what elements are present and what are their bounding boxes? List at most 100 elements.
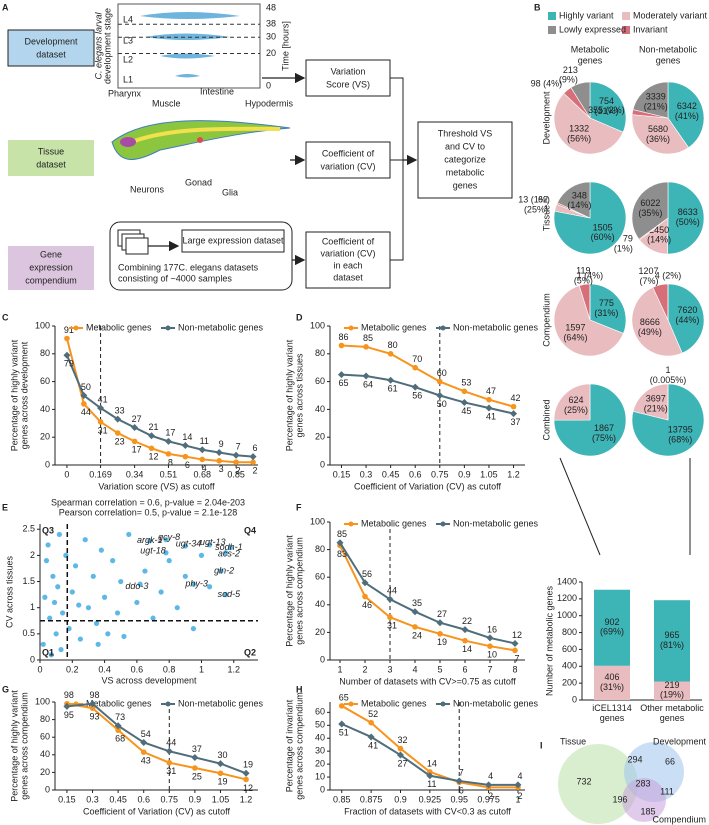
pie-label: 1505 (60%) [591, 223, 615, 243]
data-label: 47 [486, 386, 496, 396]
point [89, 705, 96, 711]
legend-label: Metabolic genes [361, 518, 427, 528]
y-axis-label: genes across compendium [294, 537, 304, 645]
point [243, 776, 249, 783]
data-label: 4 [517, 771, 522, 781]
pie-slice [553, 285, 624, 357]
series-line [66, 702, 247, 775]
point [510, 403, 517, 410]
pie-label: 8666 (49%) [638, 317, 662, 337]
y-tick-label: 600 [562, 644, 577, 654]
point [150, 615, 156, 621]
data-label: 68 [115, 734, 125, 744]
box-text: dataset [36, 49, 66, 59]
y-axis-label: Percentage of highly variant [9, 690, 19, 802]
gene-label: phy-3 [184, 579, 208, 589]
point [199, 456, 206, 463]
data-label: 12 [512, 630, 522, 640]
panel-label: B [534, 2, 541, 12]
y-tick-label: 100 [35, 696, 50, 706]
point [510, 410, 518, 418]
point [63, 351, 71, 359]
bar-segment [594, 589, 630, 666]
dataset-icon [125, 237, 149, 255]
gene-label: ugt-34 [176, 538, 202, 548]
data-label: 86 [338, 332, 348, 342]
x-tick-label: 1.2 [228, 664, 241, 674]
x-tick-label: 0 [64, 469, 69, 479]
y-tick-label: 0 [45, 784, 50, 794]
data-label: 9 [219, 439, 224, 449]
x-tick-label: 0.75 [161, 794, 179, 804]
point [174, 605, 180, 611]
point [386, 595, 394, 603]
x-tick-label: iCEL1314 genes [592, 703, 632, 723]
point [163, 550, 169, 556]
legend-marker [348, 521, 354, 527]
point [77, 636, 83, 642]
y-axis-label: Percentage of invariant [284, 699, 294, 792]
large-dataset-box [181, 229, 285, 253]
time-tick-label: 30 [266, 32, 276, 42]
bar-segment [654, 600, 690, 682]
connector [390, 77, 404, 261]
y-tick-label: 30 [315, 746, 325, 756]
x-tick-label: 0.15 [58, 794, 76, 804]
point [131, 438, 138, 445]
point [140, 749, 147, 755]
data-label: 19 [243, 760, 253, 770]
y-tick-label: 40 [40, 404, 50, 414]
point [250, 459, 256, 466]
x-tick-label: 5 [437, 664, 442, 674]
y-tick-label: 2.5 [22, 524, 35, 534]
point [126, 531, 132, 538]
y-tick-label: 1000 [557, 610, 577, 620]
data-label: 80 [388, 340, 398, 350]
data-label: 64 [363, 379, 373, 389]
point [362, 593, 368, 600]
point [485, 404, 493, 412]
pie-slice [589, 81, 627, 133]
y-tick-label: 0 [45, 459, 50, 469]
data-label: 46 [362, 600, 372, 610]
point [218, 568, 224, 574]
data-label: 7 [236, 442, 241, 452]
data-label: 37 [511, 417, 521, 427]
legend-label: Metabolic genes [86, 322, 152, 332]
pie-label: 624 (25%) [564, 395, 588, 415]
y-tick-label: 20 [40, 432, 50, 442]
point [42, 594, 48, 600]
point [81, 401, 87, 407]
box-text: Coefficient of [322, 236, 375, 246]
point [115, 727, 121, 733]
pie-label: 213 (9%) [559, 65, 578, 85]
pie-label: 3697 (21%) [644, 394, 668, 414]
point [396, 751, 404, 759]
data-label: 21 [149, 422, 159, 432]
point [51, 599, 58, 606]
point [249, 453, 257, 461]
box-text: Gene [40, 249, 62, 259]
compendium-box [8, 246, 94, 290]
pie-label: 119 (5%) [574, 266, 593, 286]
point [232, 451, 240, 459]
point [198, 446, 206, 454]
gene-label: acs-2 [218, 549, 240, 559]
x-tick-label: 0.8 [163, 664, 176, 674]
data-label: 14 [182, 432, 192, 442]
y-tick-label: 1 [30, 602, 35, 612]
y-axis-label: genes across compendium [19, 692, 29, 800]
point [121, 633, 127, 640]
legend-swatch [622, 12, 630, 20]
x-tick-label: 0.2 [66, 664, 79, 674]
point [148, 445, 155, 452]
point [511, 639, 519, 647]
point [85, 605, 92, 611]
y-tick-label: 40 [40, 749, 50, 759]
x-tick-label: 0.85 [227, 469, 245, 479]
x-tick-label: 0.3 [86, 794, 99, 804]
large-dataset: Large expression dataset [182, 235, 284, 245]
point [223, 550, 229, 556]
venn-set [558, 744, 638, 824]
pie-label: 1 (0.005%) [650, 366, 687, 386]
